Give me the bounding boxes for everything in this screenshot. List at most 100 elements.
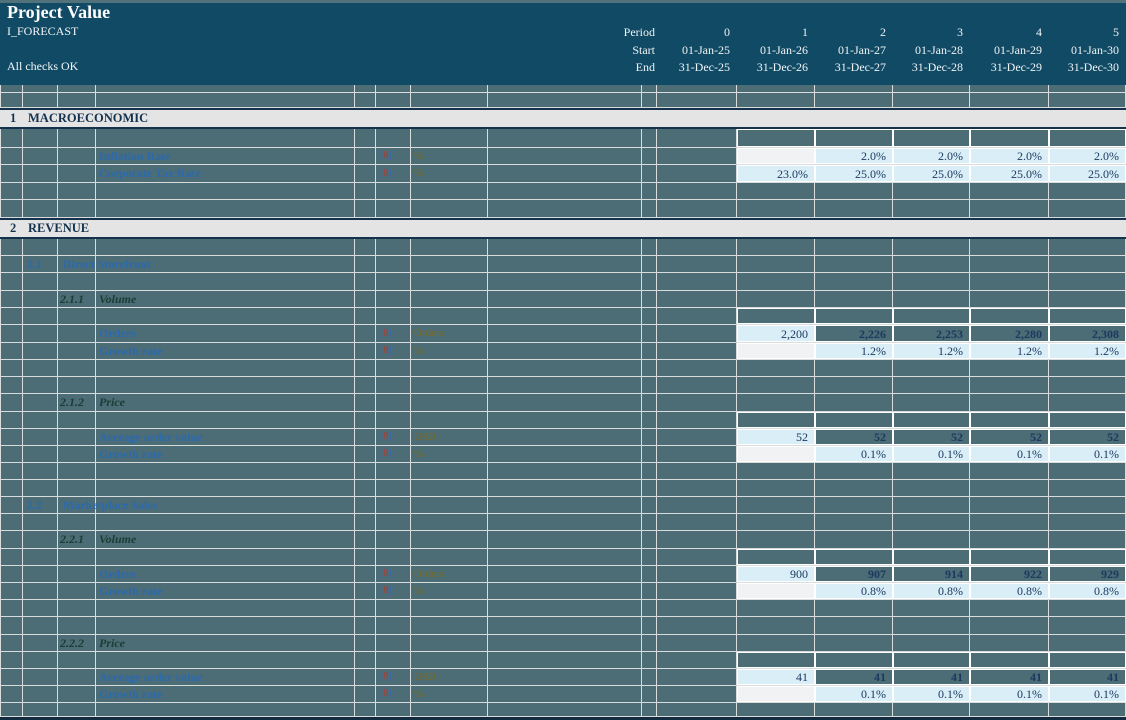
cell[interactable] (488, 256, 642, 272)
cell[interactable] (0, 85, 23, 92)
cell[interactable] (376, 446, 411, 462)
cell-period-3[interactable]: 0.8% (893, 583, 970, 599)
cell[interactable] (58, 600, 96, 616)
cell[interactable] (0, 429, 23, 445)
cell-period-4[interactable] (970, 480, 1049, 496)
cell[interactable] (0, 566, 23, 582)
cell[interactable] (23, 600, 58, 616)
cell[interactable] (58, 617, 96, 634)
cell[interactable] (58, 394, 96, 411)
cell[interactable] (488, 85, 642, 92)
cell-period-1[interactable] (737, 497, 815, 513)
cell-period-5[interactable] (1049, 703, 1126, 716)
cell-period-1[interactable] (737, 93, 815, 107)
cell[interactable] (58, 291, 96, 307)
cell-period-5[interactable]: 2.0% (1049, 148, 1126, 164)
cell-period-1[interactable] (737, 377, 815, 393)
cell-period-5[interactable] (1049, 549, 1126, 565)
cell[interactable] (642, 446, 657, 462)
cell-period-3[interactable] (893, 549, 970, 565)
cell-period-1[interactable] (737, 652, 815, 668)
start-date-1[interactable]: 01-Jan-26 (760, 42, 808, 57)
cell[interactable] (411, 497, 488, 513)
cell-period-1[interactable] (737, 446, 815, 462)
cell-period-2[interactable]: 52 (815, 429, 893, 445)
cell[interactable] (657, 703, 737, 716)
cell-period-1[interactable] (737, 291, 815, 307)
cell-period-1[interactable] (737, 273, 815, 290)
cell[interactable] (488, 148, 642, 164)
cell[interactable] (411, 377, 488, 393)
cell-period-5[interactable] (1049, 308, 1126, 324)
cell[interactable] (657, 394, 737, 411)
unit-toggle-marker[interactable]: [8] (380, 168, 392, 179)
cell-period-1[interactable] (737, 239, 815, 255)
cell[interactable] (411, 617, 488, 634)
end-date-4[interactable]: 31-Dec-29 (990, 60, 1042, 74)
period-0[interactable]: 0 (724, 25, 730, 39)
cell[interactable] (376, 549, 411, 565)
cell[interactable] (0, 129, 23, 147)
cell-period-2[interactable] (815, 360, 893, 376)
cell[interactable] (96, 165, 355, 182)
cell[interactable] (58, 256, 96, 272)
cell[interactable] (58, 463, 96, 479)
cell-period-5[interactable] (1049, 600, 1126, 616)
unit-toggle-marker[interactable]: [8] (380, 431, 392, 442)
cell-period-2[interactable] (815, 703, 893, 716)
cell[interactable] (657, 129, 737, 147)
cell[interactable] (488, 308, 642, 324)
cell[interactable] (96, 463, 355, 479)
cell[interactable] (411, 360, 488, 376)
cell[interactable] (23, 429, 58, 445)
cell[interactable] (355, 85, 376, 92)
cell[interactable] (488, 549, 642, 565)
cell[interactable] (376, 669, 411, 685)
cell[interactable] (657, 497, 737, 513)
cell[interactable] (642, 129, 657, 147)
cell-period-3[interactable] (893, 703, 970, 716)
cell-period-5[interactable]: 52 (1049, 429, 1126, 445)
cell[interactable] (0, 343, 23, 359)
cell[interactable] (411, 239, 488, 255)
cell[interactable] (411, 200, 488, 217)
cell[interactable] (376, 686, 411, 702)
cell[interactable] (488, 531, 642, 548)
cell[interactable] (642, 549, 657, 565)
cell-period-5[interactable] (1049, 183, 1126, 199)
cell[interactable] (96, 446, 355, 462)
cell[interactable] (23, 129, 58, 147)
cell[interactable] (376, 514, 411, 530)
cell[interactable] (376, 239, 411, 255)
cell[interactable] (58, 446, 96, 462)
cell[interactable] (58, 85, 96, 92)
cell[interactable] (642, 497, 657, 513)
cell-period-3[interactable]: 41 (893, 669, 970, 685)
cell[interactable] (376, 200, 411, 217)
cell[interactable] (96, 600, 355, 616)
cell[interactable] (642, 377, 657, 393)
cell-period-5[interactable]: 41 (1049, 669, 1126, 685)
cell[interactable] (58, 377, 96, 393)
cell[interactable] (355, 669, 376, 685)
cell[interactable] (657, 480, 737, 496)
cell-period-5[interactable] (1049, 360, 1126, 376)
cell-period-5[interactable] (1049, 200, 1126, 217)
cell[interactable] (355, 429, 376, 445)
cell-period-5[interactable] (1049, 273, 1126, 290)
cell[interactable] (0, 325, 23, 342)
cell-period-3[interactable] (893, 463, 970, 479)
cell-period-4[interactable] (970, 549, 1049, 565)
cell[interactable] (657, 239, 737, 255)
cell[interactable] (642, 566, 657, 582)
cell[interactable] (96, 325, 355, 342)
cell-period-3[interactable] (893, 394, 970, 411)
cell[interactable] (376, 394, 411, 411)
cell-period-1[interactable] (737, 148, 815, 164)
cell[interactable] (642, 273, 657, 290)
cell-period-1[interactable] (737, 463, 815, 479)
cell[interactable] (0, 617, 23, 634)
cell[interactable] (0, 273, 23, 290)
cell-period-3[interactable] (893, 256, 970, 272)
cell[interactable] (657, 566, 737, 582)
